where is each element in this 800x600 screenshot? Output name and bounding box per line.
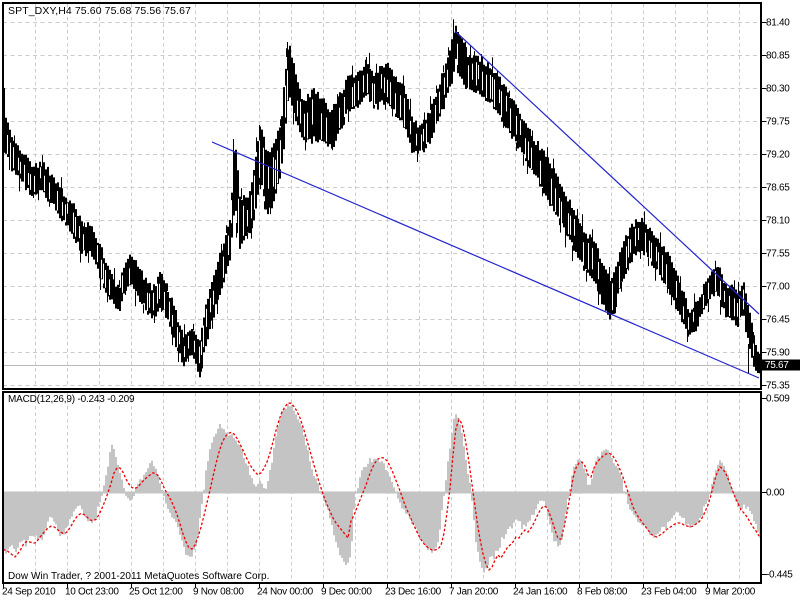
- svg-text:77.55: 77.55: [766, 248, 790, 259]
- svg-text:78.10: 78.10: [766, 215, 790, 226]
- svg-text:Dow Win Trader, ? 2001-2011 Me: Dow Win Trader, ? 2001-2011 MetaQuotes S…: [8, 571, 269, 582]
- svg-text:75.90: 75.90: [766, 347, 790, 358]
- svg-text:77.00: 77.00: [766, 281, 790, 292]
- svg-text:7 Jan 20:00: 7 Jan 20:00: [449, 587, 499, 598]
- svg-text:79.75: 79.75: [766, 116, 790, 127]
- svg-text:9 Dec 00:00: 9 Dec 00:00: [321, 587, 372, 598]
- svg-text:80.85: 80.85: [766, 50, 790, 61]
- svg-text:79.20: 79.20: [766, 149, 790, 160]
- svg-text:23 Feb 04:00: 23 Feb 04:00: [641, 587, 697, 598]
- svg-text:24 Jan 16:00: 24 Jan 16:00: [513, 587, 568, 598]
- svg-text:25 Oct 12:00: 25 Oct 12:00: [129, 587, 183, 598]
- svg-text:24 Sep 2010: 24 Sep 2010: [2, 587, 56, 598]
- svg-text:80.30: 80.30: [766, 83, 790, 94]
- svg-text:10 Oct 23:00: 10 Oct 23:00: [65, 587, 119, 598]
- svg-text:9 Mar 20:00: 9 Mar 20:00: [705, 587, 756, 598]
- svg-text:75.35: 75.35: [766, 380, 790, 391]
- svg-text:9 Nov 08:00: 9 Nov 08:00: [193, 587, 244, 598]
- svg-text:0.00: 0.00: [766, 487, 785, 498]
- svg-text:-0.445: -0.445: [766, 569, 793, 580]
- svg-text:24 Nov 00:00: 24 Nov 00:00: [257, 587, 314, 598]
- svg-text:SPT_DXY,H4 75.60 75.68 75.56: SPT_DXY,H4 75.60 75.68 75.56 75.67: [8, 5, 191, 17]
- svg-text:8 Feb 08:00: 8 Feb 08:00: [577, 587, 628, 598]
- svg-text:78.65: 78.65: [766, 182, 790, 193]
- svg-text:MACD(12,26,9) -0.243 -0.209: MACD(12,26,9) -0.243 -0.209: [8, 394, 135, 405]
- svg-text:76.45: 76.45: [766, 314, 790, 325]
- svg-text:23 Dec 16:00: 23 Dec 16:00: [385, 587, 442, 598]
- svg-text:75.67: 75.67: [765, 360, 789, 371]
- svg-text:81.40: 81.40: [766, 17, 790, 28]
- svg-text:0.509: 0.509: [766, 393, 790, 404]
